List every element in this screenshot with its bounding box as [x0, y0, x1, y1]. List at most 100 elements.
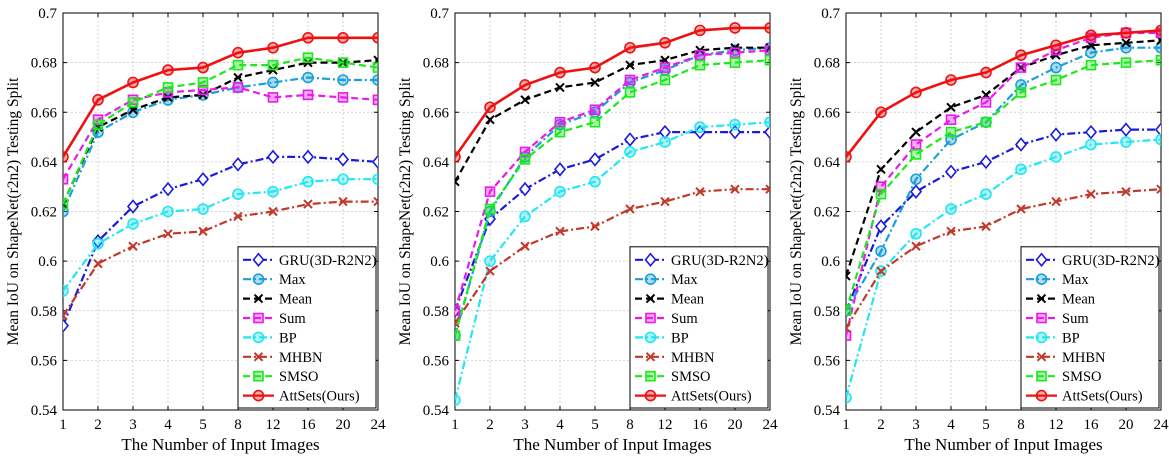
data-point	[373, 33, 383, 43]
y-tick-label: 0.6	[38, 254, 57, 270]
data-point	[128, 77, 138, 87]
data-point	[520, 80, 530, 90]
y-tick-label: 0.66	[423, 105, 450, 121]
data-point	[268, 77, 278, 87]
data-point	[981, 189, 991, 199]
legend-label: SMSO	[671, 369, 711, 385]
data-point	[982, 118, 991, 127]
data-point	[876, 246, 886, 256]
x-tick-label: 24	[371, 417, 387, 433]
y-tick-label: 0.58	[31, 304, 57, 320]
data-point	[556, 118, 565, 127]
data-point	[695, 25, 705, 35]
data-point	[1121, 28, 1131, 38]
x-tick-label: 3	[129, 417, 137, 433]
data-point	[841, 152, 851, 162]
y-tick-label: 0.62	[423, 205, 449, 221]
y-tick-label: 0.7	[821, 6, 840, 22]
data-point	[1087, 61, 1096, 70]
data-point	[625, 147, 635, 157]
data-point	[486, 187, 495, 196]
legend-marker	[1037, 391, 1047, 401]
data-point	[841, 393, 851, 403]
legend-marker	[646, 372, 655, 381]
data-point	[373, 174, 383, 184]
y-tick-label: 0.7	[430, 6, 449, 22]
y-tick-label: 0.64	[31, 155, 58, 171]
data-point	[198, 63, 208, 73]
data-point	[765, 23, 775, 33]
legend-marker	[254, 274, 264, 284]
legend-marker	[1037, 332, 1047, 342]
legend-marker	[646, 391, 656, 401]
data-point	[661, 63, 670, 72]
data-point	[555, 187, 565, 197]
y-tick-label: 0.62	[814, 205, 840, 221]
legend-marker	[254, 332, 264, 342]
legend-label: Mean	[1062, 292, 1096, 308]
x-tick-label: 4	[164, 417, 172, 433]
x-tick-label: 1	[59, 417, 67, 433]
data-point	[520, 211, 530, 221]
data-point	[591, 118, 600, 127]
data-point	[163, 207, 173, 217]
data-point	[339, 93, 348, 102]
y-tick-label: 0.64	[814, 155, 841, 171]
data-point	[304, 53, 313, 62]
y-tick-label: 0.64	[423, 155, 450, 171]
data-point	[1156, 25, 1166, 35]
data-point	[199, 78, 208, 87]
x-tick-label: 12	[1049, 417, 1064, 433]
data-point	[129, 98, 138, 107]
y-tick-label: 0.68	[423, 56, 449, 72]
y-axis-label: Mean IoU on ShapeNet(r2n2) Testing Split	[5, 77, 22, 345]
data-point	[876, 107, 886, 117]
legend-label: Sum	[671, 311, 698, 327]
data-point	[164, 83, 173, 92]
data-point	[1017, 63, 1026, 72]
x-tick-label: 1	[451, 417, 459, 433]
data-point	[766, 56, 775, 65]
y-tick-label: 0.58	[423, 304, 449, 320]
data-point	[1016, 164, 1026, 174]
legend-label: Max	[1062, 272, 1089, 288]
x-tick-label: 12	[658, 417, 673, 433]
legend-label: BP	[1062, 330, 1080, 346]
data-point	[58, 286, 68, 296]
data-point	[947, 128, 956, 137]
x-tick-label: 2	[94, 417, 102, 433]
legend-marker	[646, 332, 656, 342]
legend-marker	[1037, 274, 1047, 284]
x-tick-label: 2	[486, 417, 494, 433]
data-point	[1121, 137, 1131, 147]
data-point	[1086, 140, 1096, 150]
legend-label: SMSO	[1062, 369, 1102, 385]
data-point	[269, 61, 278, 70]
data-point	[660, 38, 670, 48]
data-point	[765, 117, 775, 127]
legend-label: AttSets(Ours)	[279, 389, 360, 405]
data-point	[911, 87, 921, 97]
y-tick-label: 0.56	[814, 353, 841, 369]
data-point	[450, 152, 460, 162]
data-point	[339, 58, 348, 67]
legend: GRU(3D-R2N2)MaxMeanSumBPMHBNSMSOAttSets(…	[238, 247, 377, 408]
x-tick-label: 8	[234, 417, 242, 433]
data-point	[661, 75, 670, 84]
data-point	[1017, 88, 1026, 97]
legend-label: Max	[671, 272, 698, 288]
data-point	[626, 88, 635, 97]
data-point	[303, 33, 313, 43]
data-point	[730, 23, 740, 33]
data-point	[450, 395, 460, 405]
data-point	[451, 306, 460, 315]
legend-label: GRU(3D-R2N2)	[671, 253, 769, 269]
x-axis-label: The Number of Input Images	[121, 435, 319, 454]
x-tick-label: 8	[1017, 417, 1025, 433]
data-point	[486, 205, 495, 214]
data-point	[947, 115, 956, 124]
legend-label: MHBN	[1062, 350, 1106, 366]
data-point	[59, 175, 68, 184]
